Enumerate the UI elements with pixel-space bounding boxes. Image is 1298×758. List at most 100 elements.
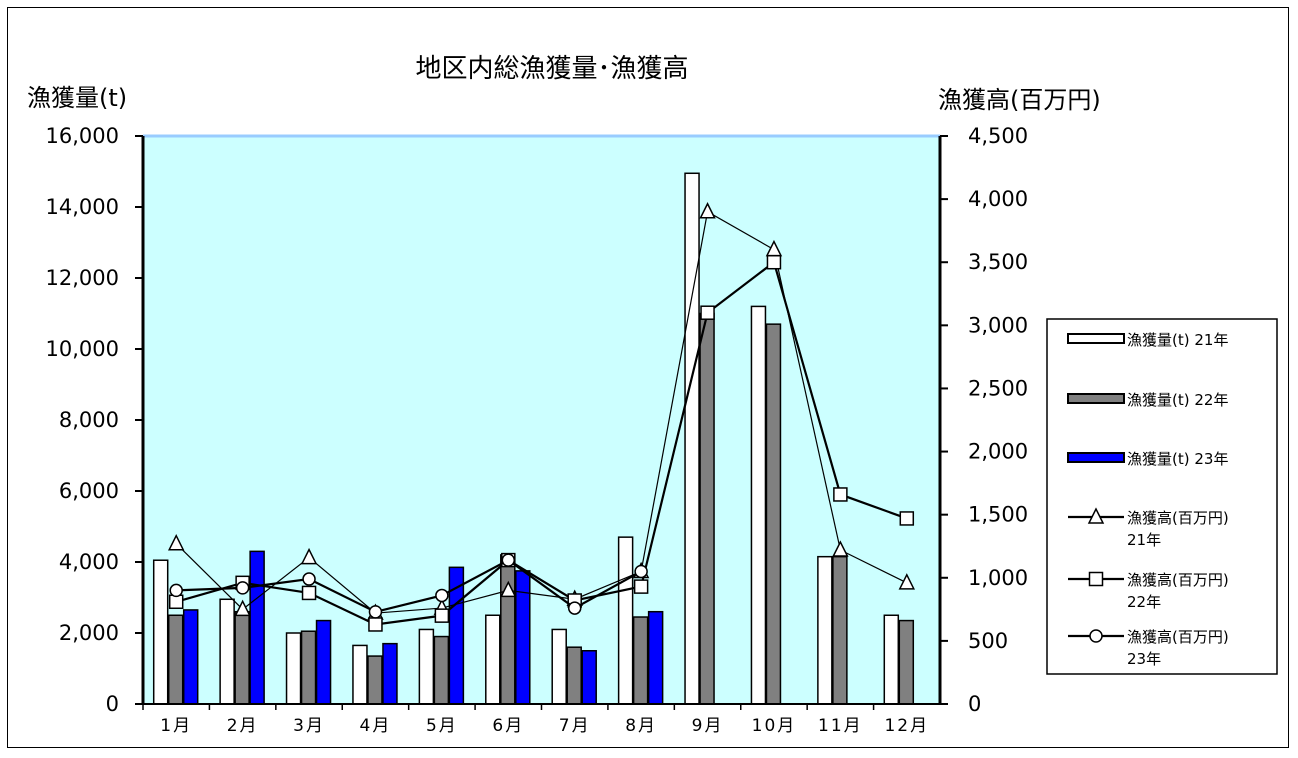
bar-2-11月	[832, 555, 848, 705]
legend-swatch-bar-3	[1067, 452, 1125, 463]
legend-marker-2	[1088, 571, 1104, 587]
y2-tick-label: 3,500	[968, 250, 1028, 274]
marker-2-10月	[766, 254, 782, 270]
x-tick-label: 5月	[426, 716, 458, 736]
bar-2-6月	[500, 554, 516, 705]
marker-2-9月	[700, 305, 715, 320]
bar-1-1月	[152, 559, 169, 705]
bar-3-2月	[249, 550, 265, 705]
bar-3-1月	[182, 609, 199, 705]
bar-1-6月	[485, 614, 501, 705]
marker-2-3月	[301, 585, 317, 601]
y-tick-label: 16,000	[46, 124, 119, 148]
x-tick-label: 10月	[752, 716, 797, 736]
bar-1-2月	[219, 598, 235, 705]
y-tick-label: 10,000	[46, 337, 119, 361]
bar-3-3月	[315, 619, 332, 705]
bar-2-12月	[898, 619, 915, 705]
bar-2-4月	[367, 655, 383, 705]
x-tick-label: 3月	[293, 716, 325, 736]
y2-tick-label: 1,000	[968, 566, 1028, 590]
bar-3-8月	[647, 610, 664, 705]
chart-title: 地区内総漁獲量･漁獲高	[415, 54, 688, 84]
bar-1-10月	[750, 305, 767, 705]
legend-label-bar-3: 漁獲量(t) 23年	[1127, 450, 1228, 468]
legend-label-bar-1: 漁獲量(t) 21年	[1127, 331, 1228, 349]
marker-3-5月	[435, 588, 449, 603]
legend-swatch-bar-2	[1067, 393, 1125, 404]
marker-3-3月	[302, 572, 316, 586]
bar-2-3月	[300, 630, 317, 705]
y-tick-label: 6,000	[59, 479, 119, 503]
bar-1-12月	[883, 614, 900, 705]
legend-marker-1	[1087, 507, 1105, 524]
x-tick-label: 4月	[360, 716, 392, 736]
y-tick-label: 4,000	[59, 550, 119, 574]
bar-1-5月	[418, 628, 435, 705]
bar-2-7月	[566, 646, 582, 705]
legend-label-line-3: 漁獲高(百万円) 23年	[1127, 628, 1229, 668]
y2-tick-label: 3,000	[968, 313, 1028, 337]
line-series-2	[175, 260, 908, 626]
legend-box	[1046, 318, 1278, 675]
x-tick-label: 11月	[818, 716, 863, 736]
marker-1-3月	[300, 547, 318, 565]
marker-2-8月	[633, 579, 649, 594]
y2-tick-label: 4,500	[968, 124, 1028, 148]
y2-tick-label: 2,500	[968, 376, 1028, 400]
bar-2-9月	[699, 312, 715, 705]
x-tick-label: 12月	[884, 716, 929, 736]
y2-tick-label: 1,500	[968, 503, 1028, 527]
x-tick-label: 6月	[492, 716, 524, 736]
bar-2-2月	[234, 610, 250, 705]
legend-swatch-bar-1	[1067, 333, 1125, 344]
lines-group	[167, 202, 916, 632]
marker-2-5月	[434, 608, 450, 623]
marker-1-11月	[832, 540, 849, 557]
marker-2-1月	[168, 594, 184, 610]
plot-area	[143, 136, 940, 704]
bar-1-3月	[285, 632, 302, 705]
bar-1-7月	[551, 628, 567, 705]
legend-label-line-2: 漁獲高(百万円) 22年	[1127, 571, 1229, 611]
y2-tick-label: 2,000	[968, 440, 1028, 464]
y-tick-label: 8,000	[59, 408, 119, 432]
line-series-3	[176, 558, 642, 614]
axes-group: 0 2,000 4,000 6,000 8,000 10,000 12,000 14,000 1…	[46, 124, 1029, 736]
x-tick-label: 1月	[160, 716, 192, 736]
legend-label-bar-2: 漁獲量(t) 22年	[1127, 391, 1228, 409]
marker-2-12月	[899, 511, 915, 526]
bar-3-4月	[382, 642, 398, 705]
legend-marker-3	[1089, 629, 1103, 643]
y-axis-title: 漁獲量(t)	[27, 84, 127, 112]
marker-1-6月	[500, 580, 517, 598]
marker-2-4月	[368, 617, 383, 632]
bar-3-6月	[515, 570, 531, 705]
x-tick-label: 8月	[625, 716, 657, 736]
legend-label-line-1: 漁獲高(百万円) 21年	[1127, 509, 1229, 549]
y2-tick-label: 0	[968, 692, 981, 716]
marker-3-8月	[634, 564, 648, 579]
bar-2-1月	[167, 614, 184, 705]
marker-1-12月	[898, 573, 916, 590]
bar-2-10月	[765, 323, 782, 705]
bar-2-5月	[433, 635, 450, 705]
bar-2-8月	[632, 616, 649, 705]
marker-1-1月	[167, 534, 185, 551]
x-tick-label: 7月	[559, 716, 591, 736]
marker-3-6月	[501, 553, 516, 567]
x-tick-label: 9月	[692, 716, 724, 736]
y2-tick-label: 4,000	[968, 187, 1028, 211]
bar-1-9月	[684, 172, 700, 705]
y-tick-label: 2,000	[59, 621, 119, 645]
marker-1-9月	[699, 202, 716, 219]
marker-1-2月	[234, 599, 251, 617]
bar-1-4月	[352, 644, 368, 705]
bar-1-8月	[617, 536, 634, 705]
x-tick-label: 2月	[227, 716, 259, 736]
marker-3-2月	[235, 581, 250, 595]
y2-tick-label: 500	[968, 629, 1008, 653]
bar-1-11月	[817, 555, 833, 705]
